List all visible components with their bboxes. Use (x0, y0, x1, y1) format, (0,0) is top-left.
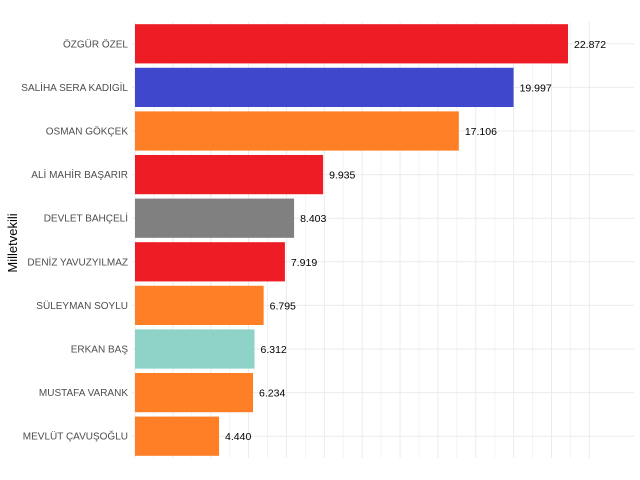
value-label: 8.403 (300, 213, 326, 225)
category-label: SÜLEYMAN SOYLU (36, 300, 128, 312)
bar (135, 67, 514, 108)
category-label: OSMAN GÖKÇEK (46, 126, 129, 138)
category-label: ALİ MAHİR BAŞARIR (31, 168, 128, 181)
bar (135, 285, 264, 326)
category-label: ÖZGÜR ÖZEL (63, 38, 128, 50)
category-label: DEVLET BAHÇELİ (44, 212, 128, 225)
category-label: MUSTAFA VARANK (39, 388, 128, 399)
value-label: 22.872 (574, 39, 606, 51)
value-label: 17.106 (465, 126, 497, 138)
bar (135, 198, 295, 238)
bar (135, 24, 568, 64)
y-axis-title: Milletvekili (5, 213, 20, 272)
value-label: 19.997 (520, 82, 552, 94)
category-label: MEVLÜT ÇAVUŞOĞLU (23, 430, 128, 443)
bar (135, 416, 220, 456)
value-label: 6.795 (270, 300, 296, 312)
bar (135, 329, 255, 369)
bar (135, 111, 459, 151)
bar (135, 242, 285, 282)
category-labels: ÖZGÜR ÖZEL SALİHA SERA KADIGİL OSMAN GÖKÇE… (21, 38, 128, 442)
value-label: 6.234 (259, 388, 285, 400)
value-labels: 22.872 19.997 17.106 9.935 8.403 7.919 6.795 6.… (225, 39, 606, 443)
category-label: DENİZ YAVUZYILMAZ (27, 255, 128, 268)
value-label: 9.935 (329, 170, 355, 182)
value-label: 6.312 (260, 344, 286, 356)
category-label: ERKAN BAŞ (71, 345, 129, 356)
bars (135, 24, 568, 456)
category-label: SALİHA SERA KADIGİL (21, 81, 128, 94)
value-label: 4.440 (225, 431, 251, 443)
value-label: 7.919 (291, 257, 317, 269)
bar (135, 154, 324, 195)
bar (135, 372, 254, 413)
